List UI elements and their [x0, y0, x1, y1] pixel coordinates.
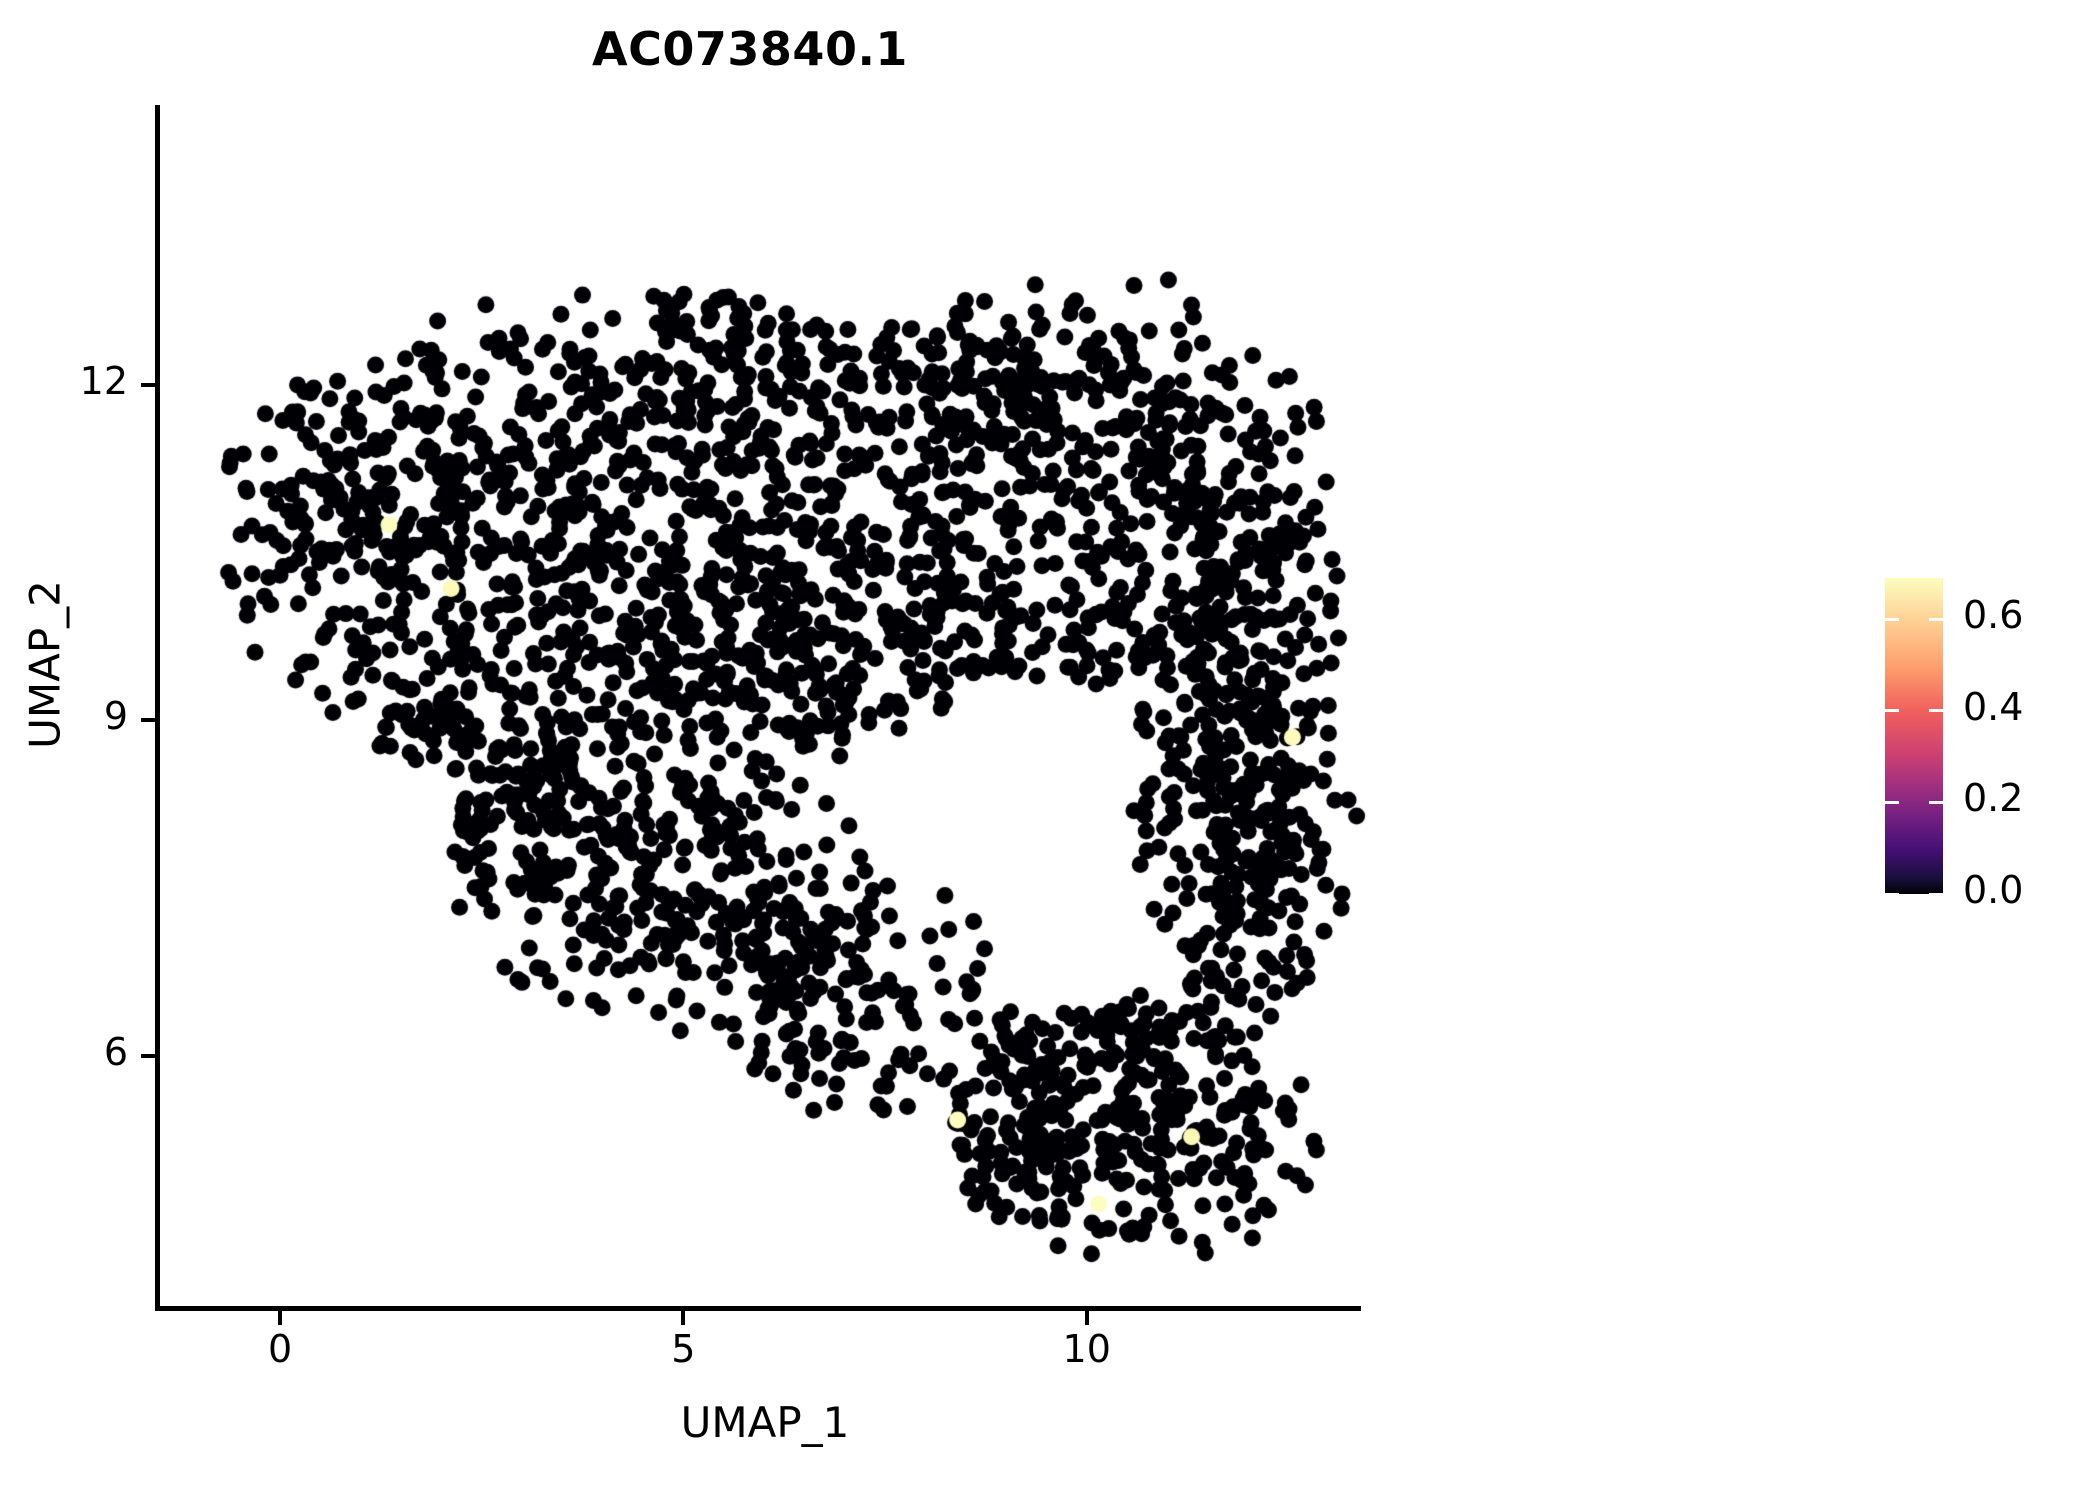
x-axis-title: UMAP_1: [680, 1398, 850, 1447]
colorbar-tick-mark: [1885, 892, 1899, 896]
colorbar-tick-mark: [1885, 800, 1899, 804]
colorbar-gradient: [1885, 578, 1943, 894]
colorbar-tick-label: 0.4: [1963, 684, 2024, 729]
colorbar-tick-mark: [1885, 617, 1899, 621]
colorbar-tick-mark: [1885, 709, 1899, 713]
x-tick-label: 5: [671, 1327, 696, 1371]
y-tick-mark: [141, 1054, 155, 1059]
y-tick-label: 9: [103, 694, 128, 739]
y-tick-mark: [141, 382, 155, 387]
y-axis-spine: [155, 105, 160, 1311]
y-tick-label: 12: [79, 358, 128, 403]
colorbar-tick-mark: [1929, 800, 1943, 804]
colorbar-tick-label: 0.2: [1963, 776, 2024, 821]
colorbar-tick-label: 0.0: [1963, 868, 2024, 912]
x-tick-mark: [1084, 1311, 1089, 1325]
colorbar-tick-label: 0.6: [1963, 593, 2024, 638]
y-tick-mark: [141, 718, 155, 723]
y-axis-title: UMAP_2: [20, 580, 70, 749]
x-tick-label: 10: [1062, 1327, 1111, 1371]
x-tick-label: 0: [267, 1327, 293, 1371]
x-axis-spine: [155, 1306, 1361, 1311]
y-tick-label: 6: [103, 1030, 128, 1075]
colorbar-tick-mark: [1929, 617, 1943, 621]
x-tick-mark: [681, 1311, 686, 1325]
colorbar-tick-mark: [1929, 892, 1943, 896]
x-tick-mark: [278, 1311, 283, 1325]
colorbar-tick-mark: [1929, 709, 1943, 713]
